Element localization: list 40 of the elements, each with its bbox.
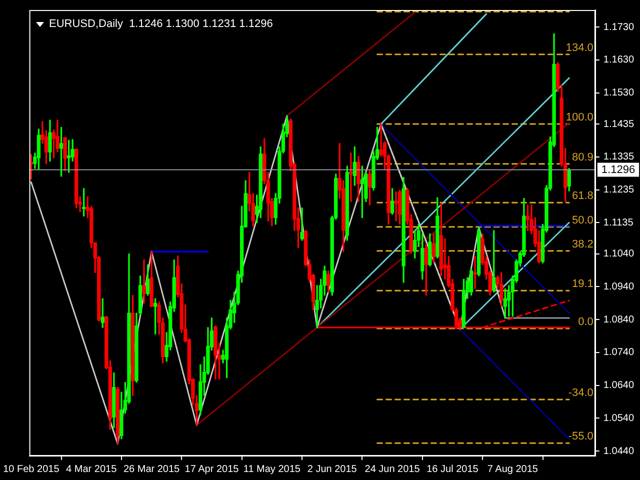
series-label: 19.1 <box>572 278 594 290</box>
text: EURUSD,Daily 1.1246 1.1300 1.1231 1.1296 <box>49 18 273 30</box>
y-tick-label: 1.1435 <box>603 118 634 130</box>
x-tick-label: 17 Apr 2015 <box>184 464 240 475</box>
series-label: 134.0 <box>566 42 594 54</box>
candlestick <box>300 208 304 241</box>
series-label: -34.0 <box>568 387 594 399</box>
y-tick-label: 1.0540 <box>603 412 634 424</box>
y-tick-label: 1.1235 <box>603 184 634 196</box>
y-tick-label: 1.1040 <box>603 248 634 260</box>
y-tick-label: 1.1630 <box>603 54 634 66</box>
y-tick-label: 1.0440 <box>603 446 634 457</box>
x-tick-label: 26 Mar 2015 <box>123 464 180 475</box>
y-tick-label: 1.1530 <box>603 88 634 99</box>
y-tick-label: 1.0740 <box>603 347 634 358</box>
candlestick <box>142 259 146 304</box>
x-tick-label: 24 Jun 2015 <box>364 464 420 475</box>
candlestick <box>394 191 398 222</box>
x-tick-label: 10 Feb 2015 <box>3 464 60 475</box>
x-tick-label: 2 Jun 2015 <box>307 464 358 475</box>
x-tick-label: 7 Aug 2015 <box>487 464 538 475</box>
x-tick-label: 16 Jul 2015 <box>426 464 479 475</box>
x-tick-label: 11 May 2015 <box>243 464 301 475</box>
series-label: 100.0 <box>566 112 594 124</box>
candlestick <box>379 124 383 157</box>
y-tick-label: 1.0840 <box>603 314 634 326</box>
series-label: 80.9 <box>572 151 594 164</box>
y-tick-label: 1.0940 <box>603 281 634 292</box>
x-tick-label: 4 Mar 2015 <box>66 464 118 475</box>
y-tick-label: 1.1135 <box>603 217 634 228</box>
series-label: 38.2 <box>572 238 594 250</box>
series-label: 0.0 <box>578 316 594 328</box>
series-label: 61.8 <box>572 190 594 202</box>
y-tick-label: 1.1730 <box>603 22 634 33</box>
series-label: 50.0 <box>572 214 594 226</box>
candlestick <box>473 256 477 290</box>
ref-line-label: 1.1296 <box>601 164 636 176</box>
y-tick-label: 1.1335 <box>603 152 634 163</box>
series-label: -55.0 <box>568 430 594 443</box>
y-tick-label: 1.0640 <box>603 380 634 392</box>
